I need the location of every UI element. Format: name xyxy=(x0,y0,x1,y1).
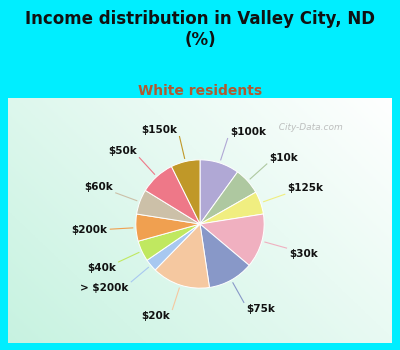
Text: City-Data.com: City-Data.com xyxy=(273,123,342,132)
Wedge shape xyxy=(200,214,264,265)
Wedge shape xyxy=(172,160,200,224)
Text: $125k: $125k xyxy=(287,183,323,193)
Text: $50k: $50k xyxy=(108,146,137,156)
Wedge shape xyxy=(200,224,249,287)
Wedge shape xyxy=(138,224,200,260)
Text: $75k: $75k xyxy=(246,304,275,314)
Text: $40k: $40k xyxy=(87,263,116,273)
Text: $200k: $200k xyxy=(72,225,108,236)
Wedge shape xyxy=(155,224,210,288)
Text: Income distribution in Valley City, ND
(%): Income distribution in Valley City, ND (… xyxy=(25,10,375,49)
Text: White residents: White residents xyxy=(138,84,262,98)
Wedge shape xyxy=(200,192,263,224)
Wedge shape xyxy=(136,214,200,241)
Wedge shape xyxy=(200,172,256,224)
Text: $20k: $20k xyxy=(141,311,170,321)
Wedge shape xyxy=(200,160,238,224)
Wedge shape xyxy=(137,190,200,224)
Wedge shape xyxy=(145,167,200,224)
Text: > $200k: > $200k xyxy=(80,283,129,293)
Wedge shape xyxy=(147,224,200,270)
Text: $60k: $60k xyxy=(84,182,113,191)
Text: $10k: $10k xyxy=(269,153,298,163)
Text: $30k: $30k xyxy=(289,249,318,259)
Text: $100k: $100k xyxy=(230,127,266,137)
Text: $150k: $150k xyxy=(141,125,177,135)
